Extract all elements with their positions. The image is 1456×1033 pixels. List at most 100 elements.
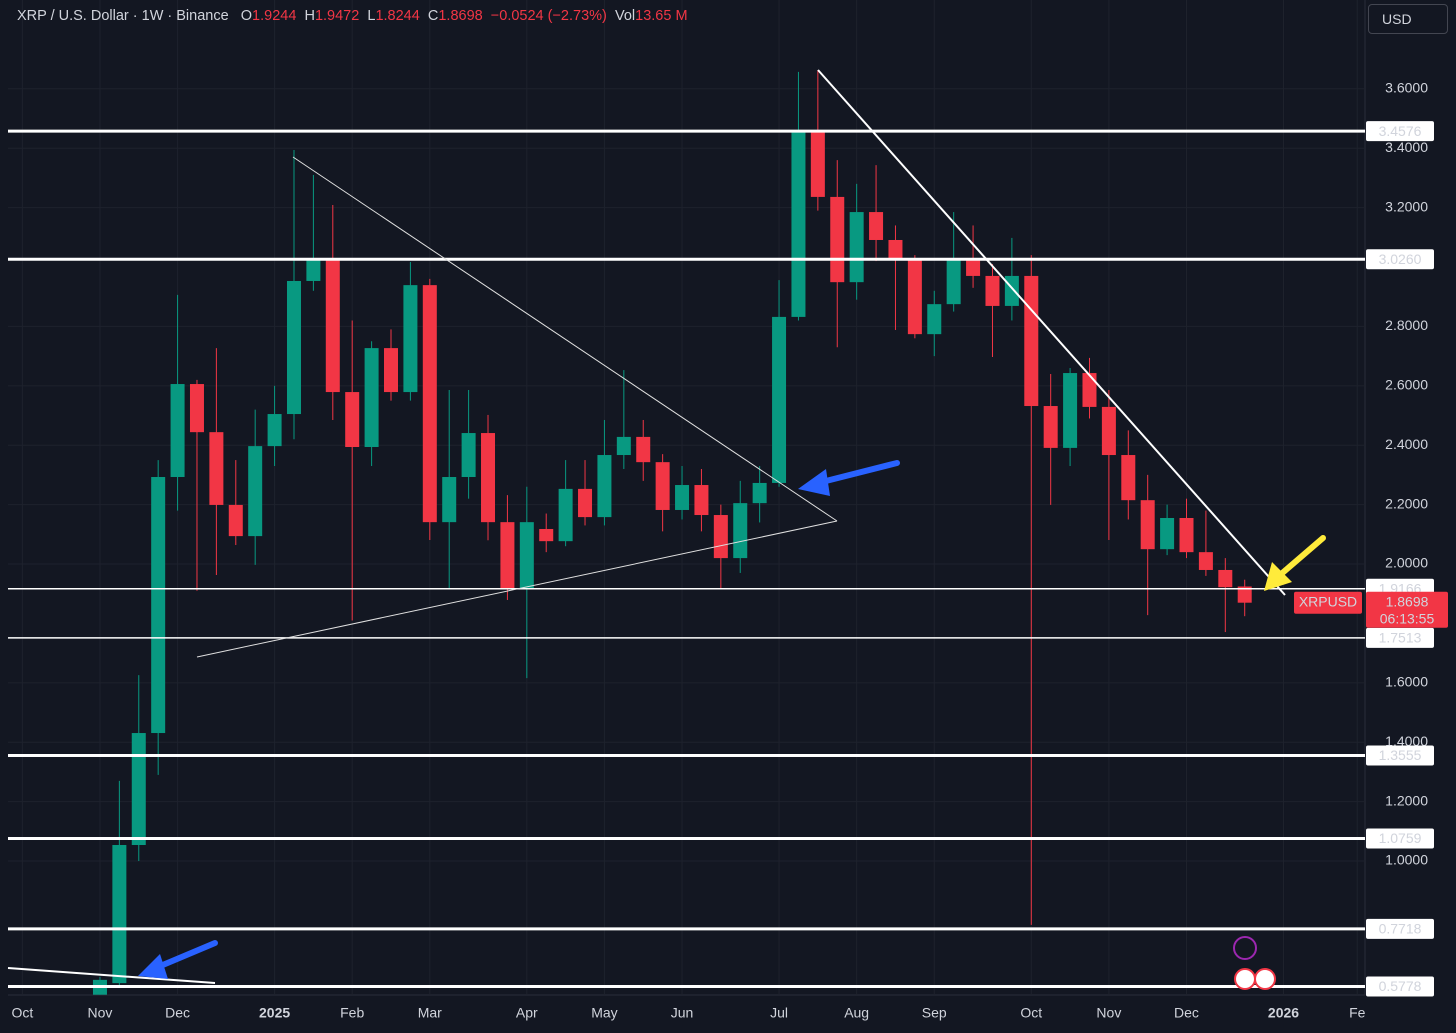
drawings bbox=[7, 69, 1326, 990]
candle-body bbox=[151, 477, 166, 734]
candle-body bbox=[1121, 455, 1136, 501]
trendline bbox=[196, 520, 838, 658]
vol-label: Vol bbox=[614, 8, 636, 24]
candle-body bbox=[752, 482, 767, 504]
candle-body bbox=[1160, 517, 1175, 550]
level-label-box bbox=[1366, 976, 1434, 997]
y-tick-label: 2.8000 bbox=[1385, 317, 1428, 333]
candle-body bbox=[422, 285, 437, 523]
vol-value: 13.65 M bbox=[635, 8, 688, 24]
c-label: C bbox=[427, 8, 439, 24]
arrow-head bbox=[138, 954, 168, 979]
y-tick-label: 2.2000 bbox=[1385, 495, 1428, 511]
arrow-head bbox=[798, 469, 830, 496]
price-tag bbox=[1366, 591, 1448, 628]
c-value: 1.8698 bbox=[438, 8, 483, 24]
x-tick-label: Feb bbox=[340, 1005, 364, 1021]
x-tick-label: Dec bbox=[165, 1005, 190, 1021]
y-tick-label: 1.2000 bbox=[1385, 792, 1428, 808]
y-tick-label: 1.6000 bbox=[1385, 674, 1428, 690]
candle-body bbox=[131, 733, 146, 846]
candle-body bbox=[616, 436, 631, 456]
y-tick-label: 3.2000 bbox=[1385, 198, 1428, 214]
candle-body bbox=[267, 414, 282, 447]
candle-body bbox=[1218, 569, 1233, 588]
y-tick-label: 2.0000 bbox=[1385, 555, 1428, 571]
candle-body bbox=[500, 522, 515, 589]
l-value: 1.8244 bbox=[375, 8, 420, 24]
candle-body bbox=[869, 212, 884, 240]
candle-body bbox=[558, 488, 573, 542]
x-tick-label: Nov bbox=[88, 1005, 113, 1021]
candle-body bbox=[791, 131, 806, 317]
candle-body bbox=[384, 348, 399, 393]
candle-body bbox=[985, 275, 1000, 306]
l-label: L bbox=[367, 8, 376, 24]
candle-body bbox=[286, 280, 301, 415]
symbol-label: XRPUSD bbox=[1299, 593, 1357, 609]
x-tick-label: Fe bbox=[1349, 1005, 1366, 1021]
candle-body bbox=[461, 433, 476, 478]
x-tick-label: Sep bbox=[922, 1005, 947, 1021]
trendline bbox=[7, 967, 216, 984]
x-tick-label: Jun bbox=[671, 1005, 694, 1021]
candle-body bbox=[1179, 517, 1194, 553]
candle-body bbox=[209, 432, 224, 505]
candle-body bbox=[946, 259, 961, 305]
candle-body bbox=[519, 522, 534, 589]
event-icon[interactable] bbox=[1254, 968, 1276, 990]
currency-button[interactable]: USD bbox=[1368, 4, 1448, 34]
y-tick-label: 3.4000 bbox=[1385, 139, 1428, 155]
candle-body bbox=[345, 392, 360, 448]
candle-body bbox=[597, 455, 612, 518]
o-label: O bbox=[240, 8, 253, 24]
title: XRP / U.S. Dollar · 1W · Binance bbox=[17, 8, 229, 24]
candle-body bbox=[907, 259, 922, 335]
candle-body bbox=[830, 196, 845, 283]
candle-body bbox=[810, 131, 825, 197]
candle-body bbox=[364, 348, 379, 448]
level-label: 0.7718 bbox=[1379, 921, 1422, 937]
y-tick-label: 1.4000 bbox=[1385, 733, 1428, 749]
symbol-tag bbox=[1294, 591, 1362, 614]
candle-body bbox=[849, 212, 864, 283]
candle-body bbox=[248, 446, 263, 537]
candle-body bbox=[325, 259, 340, 393]
arrow bbox=[815, 460, 900, 486]
candle-body bbox=[442, 477, 457, 523]
event-icon[interactable] bbox=[1234, 968, 1256, 990]
candle-body bbox=[481, 433, 496, 523]
candle-body bbox=[1043, 406, 1058, 448]
y-tick-label: 1.0000 bbox=[1385, 852, 1428, 868]
candle-body bbox=[772, 316, 787, 483]
candle-body bbox=[733, 503, 748, 559]
countdown: 06:13:55 bbox=[1380, 610, 1435, 626]
x-tick-label: 2026 bbox=[1268, 1005, 1299, 1021]
arrow-head bbox=[1264, 562, 1292, 591]
x-tick-label: Oct bbox=[1020, 1005, 1042, 1021]
x-tick-label: Mar bbox=[418, 1005, 442, 1021]
candle-body bbox=[403, 285, 418, 393]
x-tick-label: Jul bbox=[770, 1005, 788, 1021]
candle-body bbox=[675, 485, 690, 510]
candle-body bbox=[694, 485, 709, 516]
candle-body bbox=[1004, 275, 1019, 306]
event-icon[interactable] bbox=[1233, 936, 1257, 960]
y-tick-label: 2.4000 bbox=[1385, 436, 1428, 452]
level-label: 3.4576 bbox=[1379, 123, 1422, 139]
change: −0.0524 bbox=[490, 8, 544, 24]
x-tick-label: Oct bbox=[11, 1005, 33, 1021]
candle-body bbox=[1140, 500, 1155, 550]
candle-body bbox=[966, 259, 981, 276]
level-label-box bbox=[1366, 828, 1434, 849]
level-label-box bbox=[1366, 249, 1434, 270]
candles bbox=[92, 70, 1252, 995]
price-value: 1.8698 bbox=[1386, 593, 1429, 609]
levels bbox=[8, 129, 1365, 988]
x-tick-label: Aug bbox=[844, 1005, 869, 1021]
candle-body bbox=[1237, 586, 1252, 603]
arrow bbox=[155, 940, 218, 970]
candle-body bbox=[927, 304, 942, 335]
